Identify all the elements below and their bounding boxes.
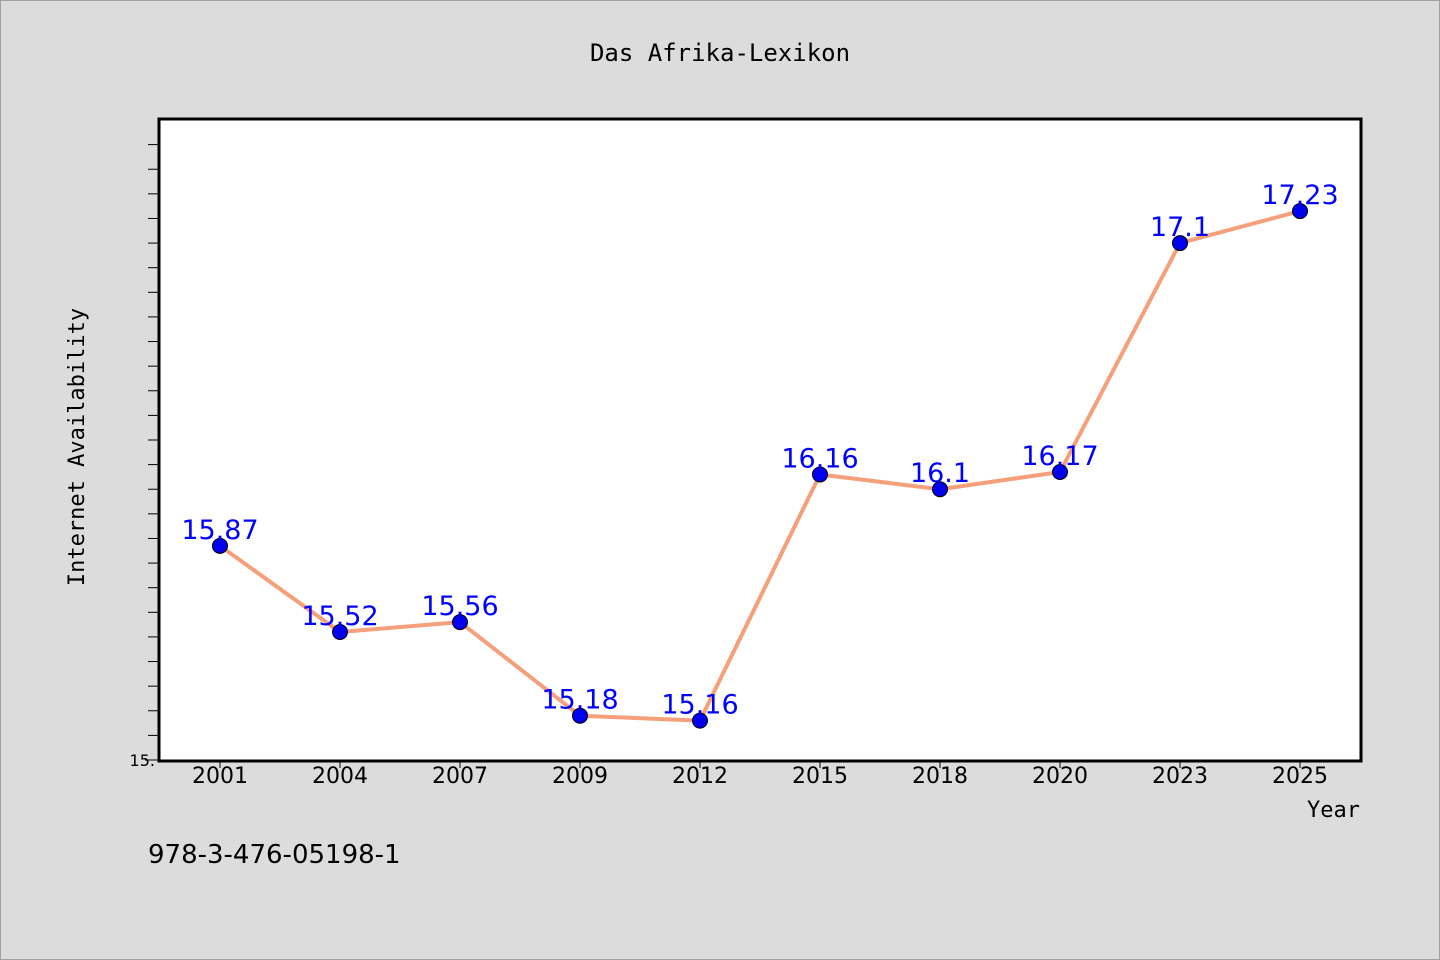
x-tick-label: 2023 [1152, 764, 1208, 789]
x-tick-label: 2020 [1032, 764, 1088, 789]
data-label: 15.56 [421, 591, 498, 622]
data-label: 16.17 [1021, 441, 1098, 472]
x-axis-ticks: 2001 2004 2007 2009 2012 2015 2018 2020 2023 2025 [192, 761, 1328, 789]
isbn-footer: 978-3-476-05198-1 [148, 840, 401, 870]
series-line [218, 209, 1301, 723]
data-point [812, 466, 828, 483]
data-point [212, 537, 228, 554]
x-tick-label: 2004 [312, 764, 368, 789]
data-point [932, 481, 948, 498]
y-axis-ticks [145, 144, 159, 761]
data-point [692, 712, 708, 729]
data-point [1052, 464, 1068, 480]
y-tick-label: 15. [130, 751, 155, 770]
data-point [1172, 235, 1188, 252]
data-point [332, 624, 348, 640]
plot-area [157, 117, 1363, 763]
x-axis-label: Year [1307, 798, 1360, 823]
data-label: 15.16 [661, 690, 738, 721]
x-tick-label: 2012 [672, 764, 728, 789]
series-group: 15.87 15.52 15.56 15.18 15.16 16.16 16.1 16.17 1… [181, 180, 1339, 729]
x-tick-label: 2007 [432, 764, 488, 789]
x-tick-label: 2018 [912, 764, 968, 789]
x-tick-label: 2001 [192, 764, 248, 789]
y-axis-label: Internet Availability [65, 308, 90, 586]
data-point [1292, 203, 1308, 220]
data-label: 15.52 [301, 601, 378, 632]
data-label: 15.87 [181, 515, 258, 546]
x-tick-label: 2025 [1272, 764, 1328, 789]
data-label: 17.23 [1261, 180, 1338, 211]
data-label: 16.16 [781, 443, 858, 474]
data-label: 17.1 [1150, 212, 1210, 243]
x-tick-label: 2015 [792, 764, 848, 789]
x-tick-label: 2009 [552, 764, 608, 789]
data-point [572, 707, 588, 724]
data-label: 16.1 [910, 458, 970, 489]
data-label: 15.18 [541, 685, 618, 716]
chart-title: Das Afrika-Lexikon [590, 39, 850, 67]
data-point [452, 614, 468, 631]
